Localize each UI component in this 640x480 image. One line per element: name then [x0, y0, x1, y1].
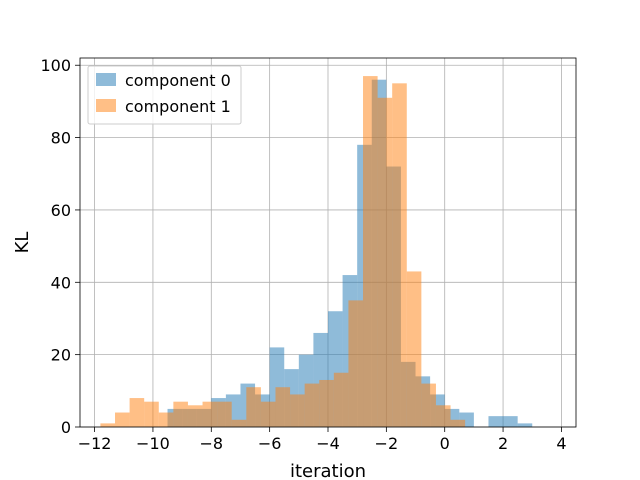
histogram-bar-component-1: [231, 419, 247, 427]
x-tick-label: −10: [136, 434, 170, 453]
x-tick-label: −12: [78, 434, 112, 453]
histogram-bar-component-1: [435, 405, 451, 427]
x-axis-label: iteration: [290, 461, 366, 480]
histogram-bar-component-1: [319, 379, 334, 427]
y-axis-label: KL: [12, 232, 33, 254]
histogram-bar-component-1: [202, 401, 218, 427]
x-tick-label: −6: [258, 434, 282, 453]
histogram-bar-component-1: [377, 97, 393, 427]
y-tick-label: 0: [61, 418, 71, 437]
x-tick-label: −8: [199, 434, 223, 453]
histogram-bar-component-0: [517, 423, 533, 427]
histogram-bar-component-1: [406, 271, 422, 427]
histogram-bar-component-1: [363, 76, 378, 428]
histogram-bar-component-1: [187, 405, 203, 427]
legend-box: [87, 65, 242, 125]
legend-swatch-component-1: [96, 99, 116, 112]
histogram-bar-component-1: [304, 383, 320, 427]
histogram-bars: [100, 76, 533, 428]
histogram-bar-component-1: [275, 387, 291, 427]
y-tick-label: 60: [51, 201, 71, 220]
x-tick-label: −2: [375, 434, 399, 453]
y-tick-label: 20: [51, 346, 71, 365]
histogram-bar-component-1: [260, 401, 276, 427]
x-tick-label: 4: [556, 434, 566, 453]
x-tick-label: 2: [498, 434, 508, 453]
x-tick-label: 0: [440, 434, 450, 453]
y-tick-label: 40: [51, 273, 71, 292]
histogram-bar-component-0: [488, 416, 504, 427]
legend-swatch-component-0: [96, 73, 116, 86]
histogram-bar-component-0: [503, 416, 518, 427]
histogram-bar-component-1: [217, 401, 232, 427]
histogram-bar-component-1: [129, 398, 145, 427]
histogram-bar-component-1: [421, 383, 436, 427]
histogram-bar-component-1: [246, 387, 261, 427]
legend-label-component-1: component 1: [125, 97, 231, 116]
histogram-bar-component-1: [333, 372, 349, 427]
histogram-bar-component-1: [115, 412, 130, 427]
legend: component 0 component 1: [87, 65, 242, 125]
legend-label-component-0: component 0: [125, 71, 231, 90]
histogram-bar-component-1: [392, 83, 407, 427]
histogram-bar-component-1: [144, 401, 159, 427]
histogram-bar-component-1: [290, 394, 305, 427]
x-tick-label: −4: [316, 434, 340, 453]
y-tick-label: 100: [40, 56, 71, 75]
histogram-bar-component-1: [100, 423, 116, 427]
histogram-bar-component-1: [348, 300, 364, 427]
y-tick-label: 80: [51, 129, 71, 148]
histogram-bar-component-1: [450, 419, 466, 427]
histogram-bar-component-1: [173, 401, 188, 427]
histogram-bar-component-1: [158, 412, 174, 427]
